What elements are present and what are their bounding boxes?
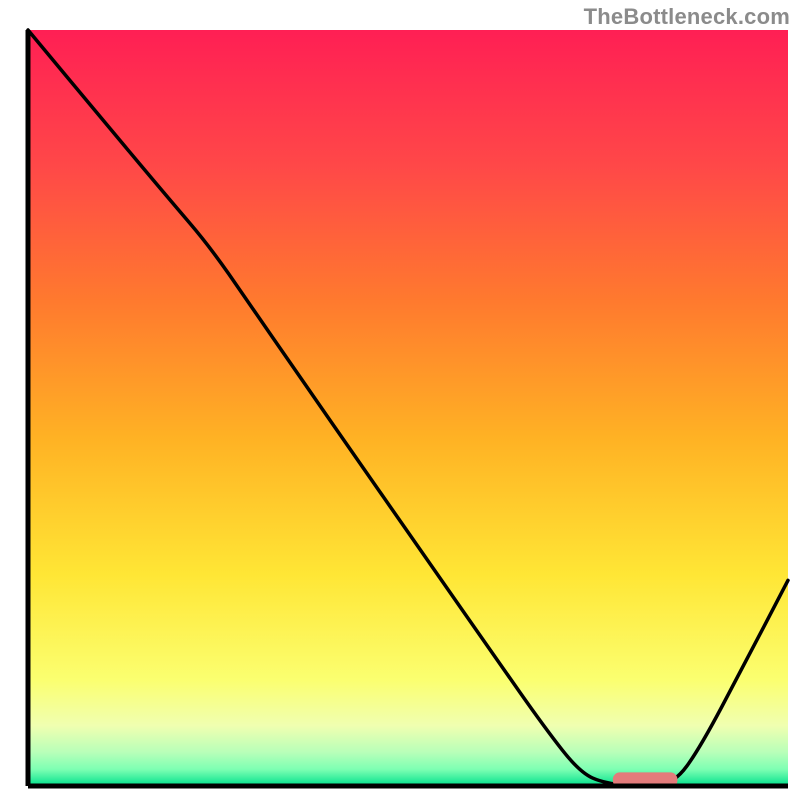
bottleneck-chart — [0, 0, 800, 800]
chart-container: TheBottleneck.com — [0, 0, 800, 800]
watermark-label: TheBottleneck.com — [584, 4, 790, 30]
plot-background — [28, 30, 788, 786]
